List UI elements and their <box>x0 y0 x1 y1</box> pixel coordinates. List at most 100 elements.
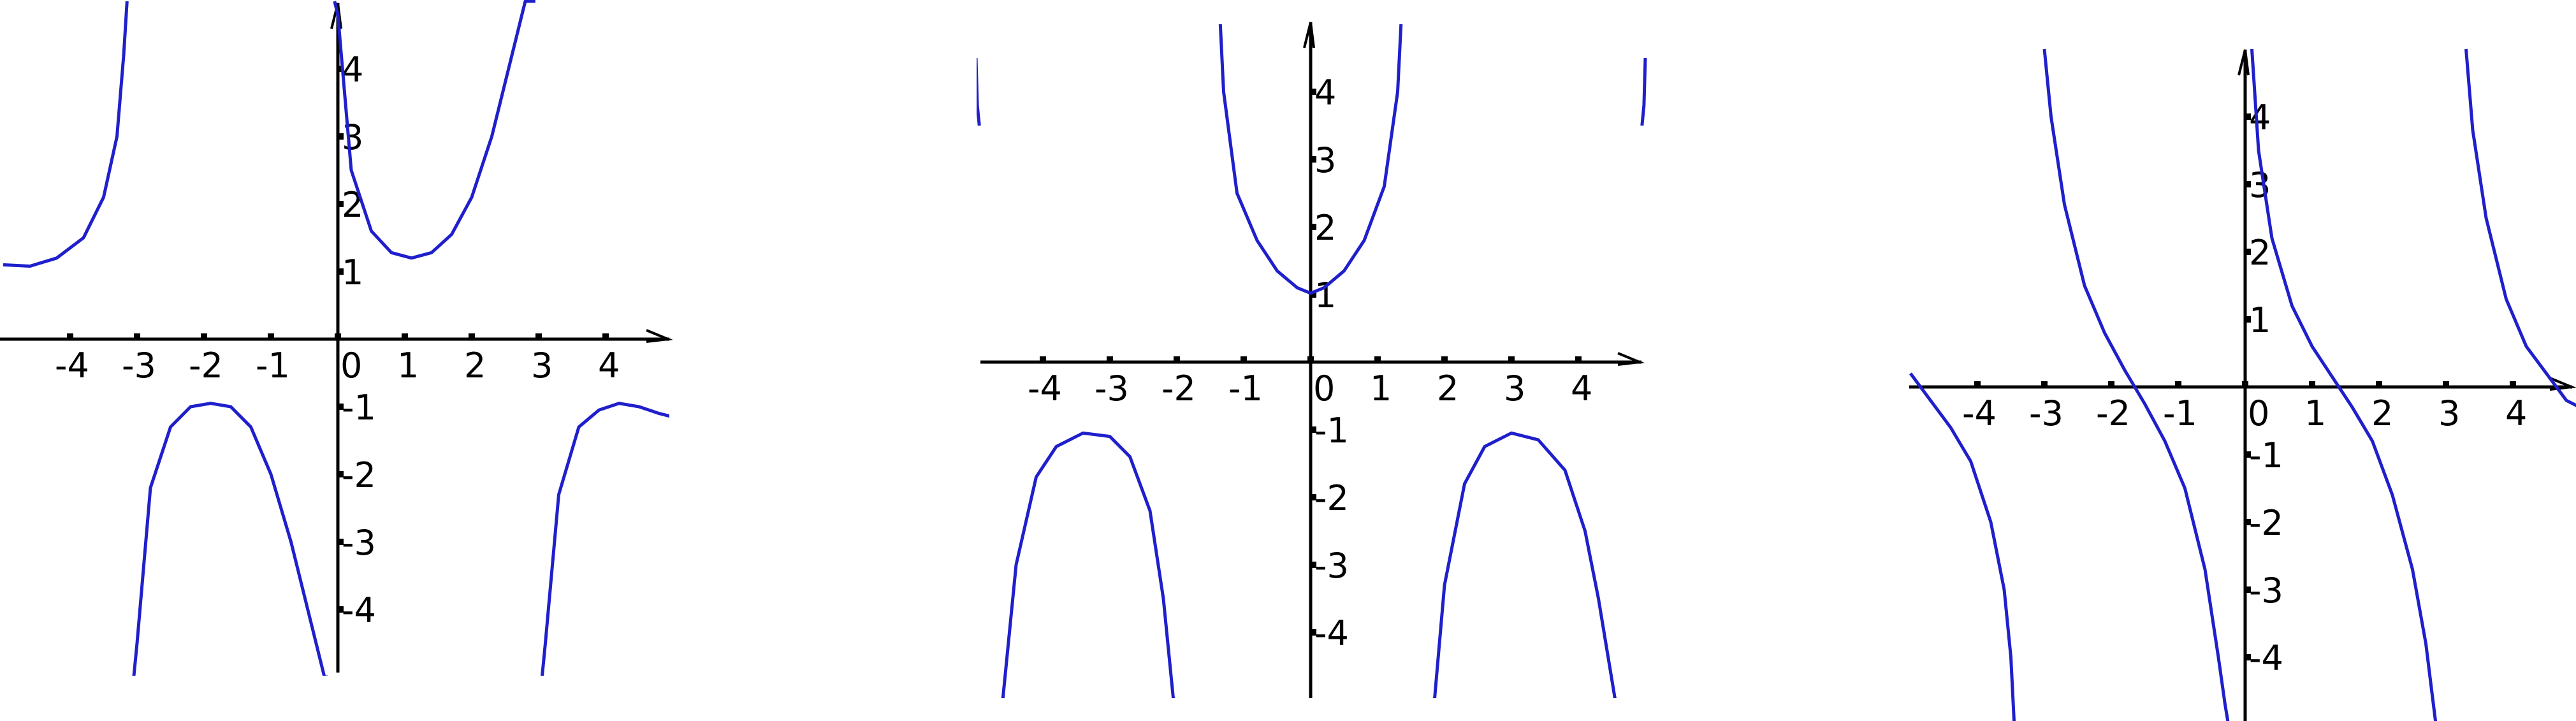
y-tick-mark <box>1311 224 1316 230</box>
y-tick-label: -2 <box>1314 478 1349 518</box>
x-axis-arrow <box>1617 352 1645 366</box>
x-tick-mark <box>602 333 609 339</box>
y-tick-label: -1 <box>2249 435 2283 476</box>
y-tick-mark <box>2245 519 2251 525</box>
x-tick-label: -2 <box>189 346 223 386</box>
x-tick-label: -4 <box>1028 368 1062 409</box>
y-tick-label: 3 <box>342 117 363 157</box>
x-tick-mark <box>2510 381 2516 387</box>
y-tick-label: 2 <box>2249 233 2271 273</box>
y-tick-mark <box>2245 181 2251 187</box>
x-tick-mark <box>201 333 207 339</box>
series-curve-1 <box>3 0 669 676</box>
x-tick-label: -4 <box>55 346 89 386</box>
y-tick-mark <box>338 539 344 545</box>
y-tick-mark <box>2245 654 2251 660</box>
x-tick-mark <box>402 333 408 339</box>
y-tick-mark <box>2245 451 2251 458</box>
x-tick-label: 2 <box>464 346 486 386</box>
x-tick-label: 1 <box>2304 393 2326 433</box>
y-tick-label: 4 <box>2249 98 2271 138</box>
x-tick-label: -1 <box>256 346 290 386</box>
y-tick-mark <box>2245 586 2251 593</box>
y-tick-label: -2 <box>342 455 376 495</box>
x-tick-label: 2 <box>2371 393 2393 433</box>
x-tick-mark <box>535 333 542 339</box>
x-tick-label: 0 <box>340 346 362 386</box>
x-tick-mark <box>134 333 140 339</box>
series-curve-1 <box>1909 48 2576 721</box>
x-tick-label: 3 <box>1504 368 1525 409</box>
x-tick-mark <box>2309 381 2315 387</box>
y-tick-mark <box>1311 494 1316 500</box>
x-tick-label: -1 <box>1228 368 1263 409</box>
x-tick-label: 0 <box>2248 393 2269 433</box>
y-tick-label: -4 <box>1314 613 1349 653</box>
x-tick-mark <box>1441 356 1448 362</box>
x-tick-mark <box>2108 381 2114 387</box>
y-tick-label: -2 <box>2249 503 2283 543</box>
y-tick-mark <box>2245 316 2251 323</box>
y-axis-arrow <box>330 3 342 29</box>
x-tick-label: 1 <box>1370 368 1392 409</box>
x-tick-label: 1 <box>397 346 419 386</box>
x-tick-label: 0 <box>1313 368 1335 409</box>
y-tick-label: 4 <box>1314 73 1336 113</box>
x-tick-label: -2 <box>2096 393 2130 433</box>
x-tick-label: -2 <box>1161 368 1196 409</box>
y-tick-mark <box>338 133 344 140</box>
y-tick-label: 3 <box>2249 165 2271 205</box>
y-tick-mark <box>2245 113 2251 120</box>
x-tick-label: 4 <box>1571 368 1592 409</box>
x-tick-mark <box>2242 381 2248 387</box>
y-tick-mark <box>338 404 344 410</box>
y-tick-label: -1 <box>342 388 376 428</box>
y-tick-label: 1 <box>342 252 363 293</box>
y-tick-label: -3 <box>1314 546 1349 586</box>
y-tick-mark <box>2245 249 2251 255</box>
x-tick-label: 2 <box>1437 368 1459 409</box>
y-tick-mark <box>1311 562 1316 568</box>
series-curve-1 <box>977 24 1647 698</box>
y-tick-mark <box>338 471 344 477</box>
y-tick-mark <box>1311 291 1316 298</box>
y-tick-mark <box>1311 629 1316 636</box>
y-tick-label: 3 <box>1314 140 1336 180</box>
x-tick-mark <box>469 333 475 339</box>
x-tick-mark <box>335 333 341 339</box>
y-tick-label: -1 <box>1314 411 1349 451</box>
x-tick-label: 4 <box>598 346 620 386</box>
x-tick-mark <box>1374 356 1381 362</box>
x-tick-label: -3 <box>122 346 156 386</box>
y-tick-mark <box>1311 156 1316 163</box>
x-tick-mark <box>1040 356 1046 362</box>
x-tick-mark <box>1508 356 1515 362</box>
x-tick-mark <box>1974 381 1981 387</box>
y-axis-arrow <box>2238 49 2250 76</box>
y-tick-label: 1 <box>2249 300 2271 340</box>
y-tick-label: -3 <box>2249 571 2283 611</box>
x-tick-mark <box>1575 356 1582 362</box>
y-tick-mark <box>338 201 344 207</box>
y-axis-arrow <box>1303 22 1315 48</box>
x-tick-mark <box>1174 356 1180 362</box>
x-tick-label: 3 <box>531 346 553 386</box>
x-tick-mark <box>1241 356 1247 362</box>
x-tick-mark <box>268 333 274 339</box>
y-tick-mark <box>338 606 344 613</box>
y-tick-label: 2 <box>1314 208 1336 248</box>
y-tick-label: -4 <box>342 590 376 630</box>
x-tick-label: -1 <box>2163 393 2197 433</box>
y-tick-label: -4 <box>2249 638 2283 678</box>
x-tick-mark <box>2175 381 2181 387</box>
x-tick-mark <box>2041 381 2048 387</box>
x-tick-label: -3 <box>2029 393 2063 433</box>
x-tick-mark <box>1307 356 1314 362</box>
y-tick-label: 2 <box>342 185 363 225</box>
y-tick-label: -3 <box>342 523 376 563</box>
x-tick-label: 3 <box>2438 393 2460 433</box>
x-tick-mark <box>2376 381 2382 387</box>
y-tick-mark <box>338 268 344 275</box>
